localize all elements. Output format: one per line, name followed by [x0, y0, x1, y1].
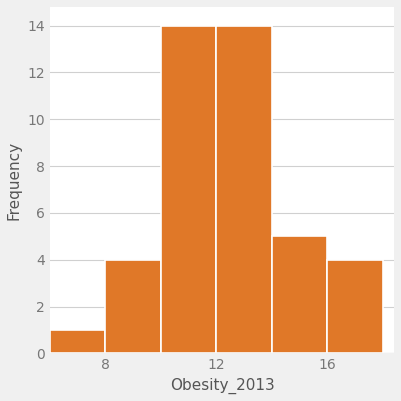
Bar [217, 26, 272, 353]
Y-axis label: Frequency: Frequency [7, 141, 22, 220]
Bar [50, 330, 105, 353]
Bar [105, 260, 161, 353]
Bar [272, 236, 328, 353]
Bar [328, 260, 383, 353]
Bar [161, 26, 217, 353]
X-axis label: Obesity_2013: Obesity_2013 [170, 378, 274, 394]
